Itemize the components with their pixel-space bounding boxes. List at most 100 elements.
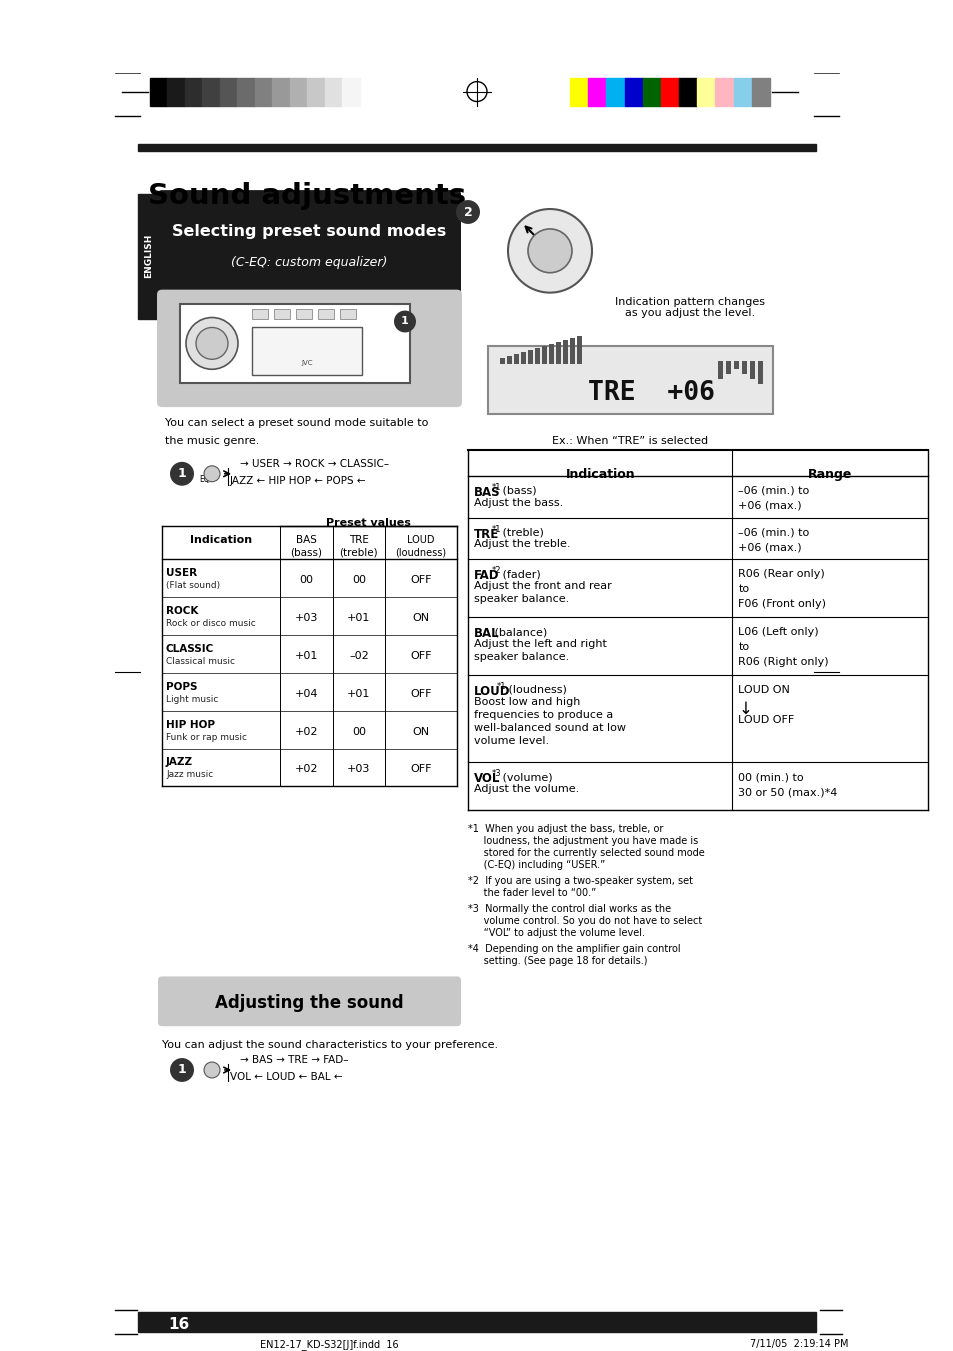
- Circle shape: [204, 1062, 220, 1078]
- Bar: [749, 361, 754, 380]
- Text: Range: Range: [807, 467, 852, 481]
- Text: 00 (min.) to: 00 (min.) to: [738, 773, 803, 782]
- Bar: [138, 195, 160, 319]
- Bar: [150, 77, 168, 105]
- Text: → BAS → TRE → FAD–: → BAS → TRE → FAD–: [240, 1055, 348, 1065]
- Text: Indication pattern changes
as you adjust the level.: Indication pattern changes as you adjust…: [615, 297, 764, 319]
- Text: 16: 16: [168, 1317, 189, 1332]
- Bar: [751, 77, 769, 105]
- Text: Boost low and high: Boost low and high: [474, 697, 579, 707]
- Text: 1: 1: [177, 467, 186, 481]
- Bar: [274, 308, 290, 319]
- Text: VOL: VOL: [474, 773, 500, 785]
- Text: LOUD: LOUD: [474, 685, 510, 698]
- Text: OFF: OFF: [410, 689, 431, 698]
- Bar: [733, 77, 751, 105]
- Text: POPS: POPS: [166, 682, 197, 692]
- Text: +02: +02: [294, 765, 318, 774]
- Text: Preset values: Preset values: [326, 517, 411, 528]
- Text: *2: *2: [491, 566, 500, 576]
- Text: TRE: TRE: [474, 527, 498, 540]
- Bar: [527, 350, 533, 365]
- Text: the fader level to “00.”: the fader level to “00.”: [468, 888, 596, 898]
- Bar: [220, 77, 237, 105]
- Text: LOUD ON: LOUD ON: [738, 685, 789, 694]
- Circle shape: [204, 466, 220, 482]
- Text: (treble): (treble): [498, 527, 544, 538]
- Text: R06 (Right only): R06 (Right only): [738, 657, 828, 667]
- Text: Light music: Light music: [166, 694, 218, 704]
- Text: Adjusting the sound: Adjusting the sound: [215, 994, 403, 1012]
- Text: (volume): (volume): [498, 773, 553, 782]
- Text: –06 (min.) to: –06 (min.) to: [738, 486, 809, 496]
- Bar: [273, 77, 290, 105]
- Text: *1: *1: [491, 524, 500, 534]
- Text: BAS
(bass): BAS (bass): [291, 535, 322, 557]
- Text: +01: +01: [347, 613, 370, 623]
- Text: TRE
(treble): TRE (treble): [339, 535, 377, 557]
- Text: +06 (max.): +06 (max.): [738, 501, 801, 511]
- Text: stored for the currently selected sound mode: stored for the currently selected sound …: [468, 848, 704, 858]
- Text: (Flat sound): (Flat sound): [166, 581, 220, 590]
- Text: R06 (Rear only): R06 (Rear only): [738, 569, 824, 580]
- Bar: [254, 77, 273, 105]
- Text: HIP HOP: HIP HOP: [166, 720, 214, 730]
- Bar: [506, 357, 512, 365]
- Text: → USER → ROCK → CLASSIC–: → USER → ROCK → CLASSIC–: [240, 459, 389, 469]
- Bar: [180, 304, 410, 384]
- FancyBboxPatch shape: [158, 190, 460, 296]
- Text: volume level.: volume level.: [474, 735, 549, 746]
- Text: Adjust the volume.: Adjust the volume.: [474, 785, 578, 794]
- Bar: [715, 77, 733, 105]
- Text: *4  Depending on the amplifier gain control: *4 Depending on the amplifier gain contr…: [468, 943, 679, 954]
- Text: “VOL” to adjust the volume level.: “VOL” to adjust the volume level.: [468, 928, 644, 938]
- Text: JAZZ ← HIP HOP ← POPS ←: JAZZ ← HIP HOP ← POPS ←: [230, 476, 366, 486]
- Text: 00: 00: [352, 727, 366, 736]
- Bar: [733, 361, 739, 369]
- Bar: [317, 308, 334, 319]
- Circle shape: [170, 462, 193, 486]
- Bar: [660, 77, 679, 105]
- Bar: [138, 1312, 815, 1332]
- Bar: [562, 340, 567, 365]
- Text: (C-EQ) including “USER.”: (C-EQ) including “USER.”: [468, 861, 604, 870]
- Bar: [548, 345, 554, 365]
- Text: *3: *3: [491, 770, 500, 778]
- Text: (loudness): (loudness): [505, 685, 566, 694]
- Text: *3  Normally the control dial works as the: *3 Normally the control dial works as th…: [468, 904, 670, 913]
- Text: setting. (See page 18 for details.): setting. (See page 18 for details.): [468, 955, 647, 966]
- Circle shape: [527, 228, 572, 273]
- Bar: [624, 77, 642, 105]
- Text: BAL: BAL: [474, 627, 499, 640]
- Bar: [138, 145, 815, 151]
- Text: FAD: FAD: [474, 569, 499, 582]
- Text: VOL ← LOUD ← BAL ←: VOL ← LOUD ← BAL ←: [230, 1071, 342, 1082]
- Circle shape: [186, 317, 237, 369]
- Bar: [718, 361, 722, 380]
- Text: *1: *1: [497, 682, 506, 690]
- Text: 00: 00: [299, 576, 314, 585]
- Text: loudness, the adjustment you have made is: loudness, the adjustment you have made i…: [468, 836, 698, 846]
- FancyBboxPatch shape: [157, 289, 461, 407]
- Bar: [307, 77, 325, 105]
- Text: speaker balance.: speaker balance.: [474, 594, 569, 604]
- Text: Classical music: Classical music: [166, 657, 234, 666]
- Bar: [237, 77, 254, 105]
- Text: *1  When you adjust the bass, treble, or: *1 When you adjust the bass, treble, or: [468, 824, 662, 834]
- Text: OFF: OFF: [410, 576, 431, 585]
- Bar: [758, 361, 762, 384]
- Text: 1: 1: [400, 316, 409, 327]
- Text: +03: +03: [294, 613, 318, 623]
- Bar: [185, 77, 202, 105]
- Bar: [168, 77, 185, 105]
- Text: USER: USER: [166, 569, 197, 578]
- Text: Sound adjustments: Sound adjustments: [148, 182, 466, 211]
- Bar: [697, 77, 715, 105]
- Text: –02: –02: [349, 651, 369, 661]
- Bar: [569, 338, 575, 365]
- Bar: [541, 346, 546, 365]
- Bar: [520, 353, 525, 365]
- Bar: [725, 361, 730, 374]
- Text: frequencies to produce a: frequencies to produce a: [474, 709, 613, 720]
- Text: 30 or 50 (max.)*4: 30 or 50 (max.)*4: [738, 788, 837, 797]
